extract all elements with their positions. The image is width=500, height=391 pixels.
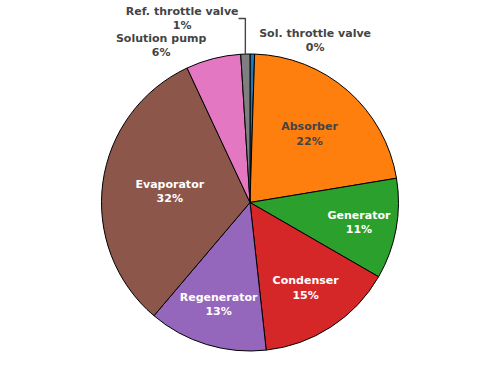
svg-text:Absorber22%: Absorber22% [281,120,338,147]
svg-text:Solution pump6%: Solution pump6% [116,32,206,59]
svg-text:Ref. throttle valve1%: Ref. throttle valve1% [126,5,239,32]
svg-text:Generator11%: Generator11% [328,209,391,236]
svg-text:Condenser15%: Condenser15% [273,274,340,301]
svg-text:Sol. throttle valve0%: Sol. throttle valve0% [259,27,371,54]
svg-text:Evaporator32%: Evaporator32% [135,178,204,205]
svg-text:Regenerator13%: Regenerator13% [180,291,258,318]
